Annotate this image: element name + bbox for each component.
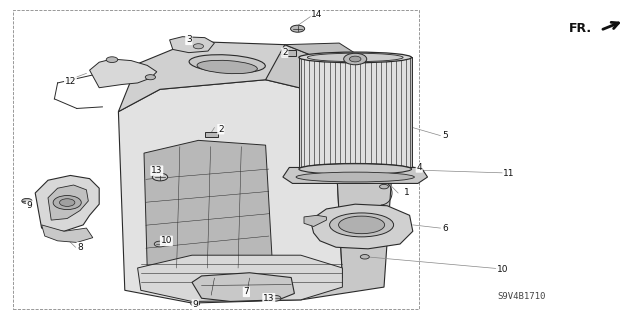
Circle shape: [106, 57, 118, 63]
Polygon shape: [192, 273, 294, 301]
Polygon shape: [310, 204, 413, 249]
Polygon shape: [42, 225, 93, 242]
Text: 5: 5: [442, 131, 447, 140]
Circle shape: [291, 25, 305, 32]
Polygon shape: [35, 175, 99, 231]
Text: 8: 8: [77, 243, 83, 252]
Text: 12: 12: [65, 77, 76, 86]
Ellipse shape: [299, 52, 412, 63]
Text: 11: 11: [503, 169, 515, 178]
Text: 10: 10: [161, 236, 172, 245]
Ellipse shape: [189, 55, 266, 73]
Text: 2: 2: [282, 48, 287, 57]
Circle shape: [269, 295, 281, 301]
Polygon shape: [170, 37, 214, 53]
Polygon shape: [299, 57, 412, 169]
Ellipse shape: [307, 53, 403, 62]
Circle shape: [60, 199, 75, 206]
Polygon shape: [283, 167, 428, 183]
Polygon shape: [118, 41, 333, 112]
Circle shape: [53, 196, 81, 210]
Text: 6: 6: [442, 224, 447, 233]
Polygon shape: [266, 45, 397, 300]
Polygon shape: [304, 215, 326, 226]
Polygon shape: [299, 57, 301, 169]
Circle shape: [193, 44, 204, 49]
Circle shape: [22, 198, 32, 204]
Bar: [205, 132, 218, 137]
Ellipse shape: [296, 172, 414, 182]
Ellipse shape: [197, 60, 257, 74]
Polygon shape: [90, 59, 157, 88]
Text: S9V4B1710: S9V4B1710: [497, 292, 546, 301]
Text: 9: 9: [27, 201, 32, 210]
Circle shape: [154, 241, 166, 247]
Ellipse shape: [339, 216, 385, 234]
Text: 13: 13: [151, 166, 163, 175]
Polygon shape: [48, 185, 88, 220]
Text: 2: 2: [218, 125, 223, 134]
Text: 1: 1: [404, 189, 409, 197]
Ellipse shape: [299, 164, 412, 174]
Text: 3: 3: [186, 35, 191, 44]
Circle shape: [191, 301, 200, 306]
Text: 4: 4: [417, 163, 422, 172]
Circle shape: [360, 255, 369, 259]
Text: FR.: FR.: [569, 22, 592, 35]
Text: 10: 10: [497, 265, 508, 274]
Circle shape: [349, 56, 361, 62]
Polygon shape: [285, 43, 397, 102]
Circle shape: [380, 184, 388, 189]
Polygon shape: [138, 255, 342, 301]
Text: 14: 14: [311, 10, 323, 19]
Text: 13: 13: [263, 294, 275, 303]
Circle shape: [344, 53, 367, 65]
Text: 7: 7: [244, 287, 249, 296]
Polygon shape: [118, 80, 342, 303]
Ellipse shape: [330, 213, 394, 237]
Circle shape: [152, 173, 168, 181]
Text: 9: 9: [193, 300, 198, 309]
Circle shape: [145, 75, 156, 80]
Bar: [282, 50, 296, 56]
Polygon shape: [144, 140, 272, 270]
Ellipse shape: [299, 163, 412, 175]
Polygon shape: [410, 57, 412, 169]
